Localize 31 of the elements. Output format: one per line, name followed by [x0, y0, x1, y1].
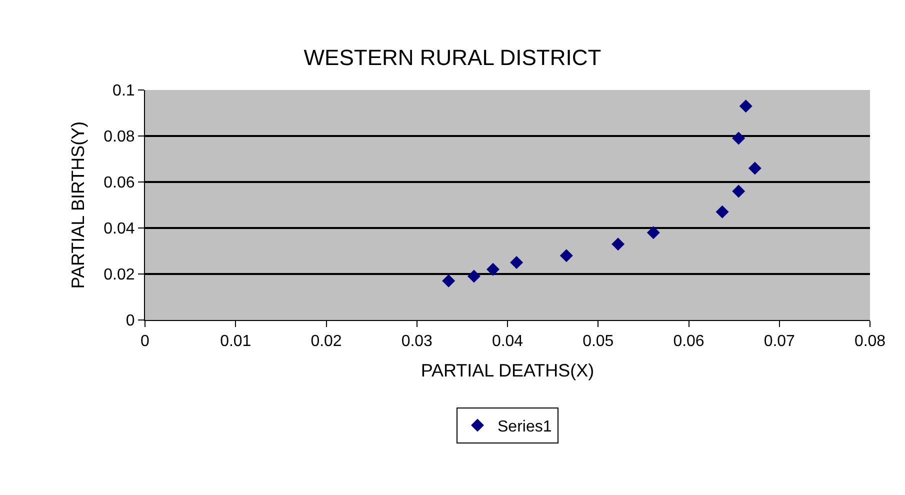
- x-tick-label: 0.03: [401, 333, 433, 350]
- point: [748, 162, 762, 175]
- point: [442, 274, 456, 288]
- x-tick-label: 0: [140, 333, 150, 350]
- point: [486, 262, 500, 276]
- point: [716, 205, 729, 218]
- y-tick-label: 0.08: [104, 128, 135, 146]
- point: [646, 226, 660, 240]
- y-tick-label: 0.06: [104, 174, 135, 192]
- x-tick-label: 0.01: [220, 333, 252, 350]
- x-tick-label: 0.04: [492, 333, 524, 350]
- y-axis-title: PARTIAL BIRTHS(Y): [68, 121, 88, 289]
- point: [510, 256, 524, 269]
- y-tick-label: 0.02: [104, 266, 135, 284]
- y-tick-label: 0.1: [112, 82, 135, 100]
- point: [467, 270, 480, 283]
- point: [732, 184, 746, 198]
- x-tick-label: 0.07: [764, 333, 796, 350]
- point: [739, 100, 752, 113]
- x-tick-label: 0.05: [582, 333, 614, 350]
- point: [560, 249, 573, 262]
- y-tick-label: 0.04: [104, 220, 135, 238]
- x-tick-label: 0.06: [673, 333, 704, 350]
- x-tick-label: 0.02: [310, 333, 342, 350]
- x-axis-title: PARTIAL DEATHS(X): [420, 360, 594, 380]
- legend-label: Series1: [498, 418, 552, 436]
- chart-title: WESTERN RURAL DISTRICT: [304, 44, 602, 70]
- point: [732, 132, 746, 145]
- point: [612, 238, 625, 251]
- x-tick-label: 0.08: [854, 333, 886, 350]
- y-tick-label: 0: [126, 312, 135, 330]
